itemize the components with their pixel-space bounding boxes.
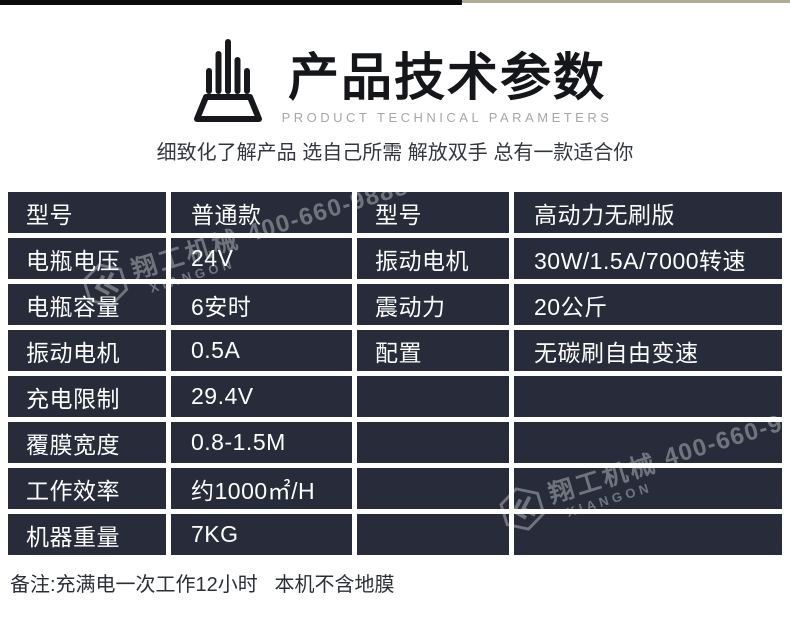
spec-label-cell: 配置 [357, 330, 509, 371]
spec-label-cell: 机器重量 [8, 514, 166, 555]
spec-value-cell: 20公斤 [514, 284, 782, 325]
spec-label-cell: 工作效率 [8, 468, 166, 509]
spec-value-cell: 30W/1.5A/7000转速 [514, 238, 782, 279]
spec-label-cell [357, 514, 509, 555]
spec-value-cell: 6安时 [171, 284, 352, 325]
spec-value-cell: 约1000㎡/H [171, 468, 352, 509]
spec-label-cell: 电瓶电压 [8, 238, 166, 279]
header-text: 产品技术参数 PRODUCT TECHNICAL PARAMETERS [282, 52, 613, 125]
top-edge-bar-dark [0, 0, 462, 5]
spec-value-cell: 7KG [171, 514, 352, 555]
spec-label-cell: 振动电机 [357, 238, 509, 279]
spec-label-cell: 振动电机 [8, 330, 166, 371]
spec-label-cell [357, 376, 509, 417]
spec-label-cell: 电瓶容量 [8, 284, 166, 325]
top-edge-bar-light [462, 0, 790, 3]
spec-label-cell: 震动力 [357, 284, 509, 325]
spec-value-cell [514, 514, 782, 555]
spec-label-cell: 型号 [8, 192, 166, 233]
spec-value-cell: 普通款 [171, 192, 352, 233]
spec-label-cell [357, 422, 509, 463]
bar-chart-podium-icon [178, 31, 270, 128]
spec-value-cell: 高动力无刷版 [514, 192, 782, 233]
spec-tables: 型号 普通款 型号 高动力无刷版 电瓶电压 24V 振动电机 30W/1.5A/… [8, 192, 782, 555]
spec-label-cell [357, 468, 509, 509]
spec-value-cell [514, 422, 782, 463]
tagline: 细致化了解产品 选自己所需 解放双手 总有一款适合你 [156, 142, 634, 164]
spec-value-cell: 29.4V [171, 376, 352, 417]
page-title: 产品技术参数 [287, 49, 606, 106]
spec-label-cell: 覆膜宽度 [8, 422, 166, 463]
spec-label-cell: 充电限制 [8, 376, 166, 417]
spec-value-cell: 0.5A [171, 330, 352, 371]
footnote: 备注:充满电一次工作12小时 本机不含地膜 [10, 574, 395, 596]
page-subtitle: PRODUCT TECHNICAL PARAMETERS [281, 110, 613, 125]
spec-value-cell: 无碳刷自由变速 [514, 330, 782, 371]
spec-label-cell: 型号 [357, 192, 509, 233]
header: 产品技术参数 PRODUCT TECHNICAL PARAMETERS [0, 33, 790, 125]
spec-value-cell: 0.8-1.5M [171, 422, 352, 463]
spec-value-cell: 24V [171, 238, 352, 279]
spec-value-cell [514, 376, 782, 417]
spec-value-cell [514, 468, 782, 509]
